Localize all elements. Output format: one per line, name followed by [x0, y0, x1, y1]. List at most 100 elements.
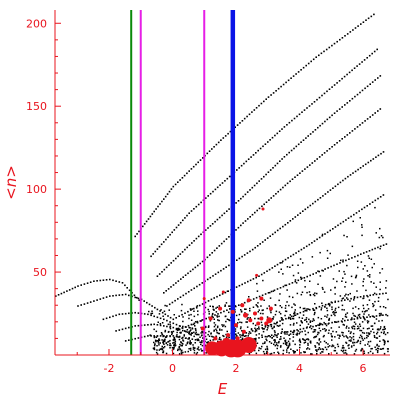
- data-point: [133, 294, 136, 297]
- data-point: [320, 307, 323, 309]
- data-point: [362, 339, 364, 341]
- data-point: [153, 344, 156, 347]
- data-point: [318, 342, 320, 345]
- data-point: [321, 351, 323, 353]
- data-point: [359, 91, 361, 94]
- data-point: [369, 274, 371, 276]
- data-point: [361, 331, 364, 334]
- data-point: [374, 309, 377, 311]
- data-point: [325, 324, 328, 327]
- data-point: [307, 308, 310, 310]
- data-point: [204, 301, 207, 304]
- data-point: [282, 349, 285, 352]
- data-point: [252, 298, 255, 300]
- data-point: [338, 140, 341, 142]
- data-point: [251, 248, 254, 251]
- data-point: [257, 318, 260, 320]
- data-point: [306, 107, 308, 109]
- data-point: [167, 315, 169, 317]
- data-point: [151, 310, 153, 312]
- data-point: [246, 326, 249, 328]
- data-point: [240, 311, 243, 313]
- data-point: [109, 316, 111, 319]
- data-point: [387, 350, 389, 353]
- data-point: [294, 216, 297, 218]
- data-point: [326, 257, 329, 259]
- data-point: [300, 276, 302, 279]
- data-point: [316, 349, 318, 351]
- data-point: [221, 329, 223, 331]
- data-point: [228, 336, 230, 339]
- data-point: [382, 236, 384, 239]
- data-point: [376, 331, 379, 334]
- data-point: [153, 335, 155, 337]
- data-point: [375, 315, 378, 317]
- data-point: [366, 304, 369, 306]
- data-point: [276, 322, 278, 324]
- data-point: [246, 321, 248, 323]
- data-point: [221, 182, 224, 184]
- data-point: [284, 310, 287, 312]
- data-point: [369, 340, 372, 343]
- data-point: [347, 319, 349, 321]
- data-point: [330, 301, 333, 303]
- data-point: [236, 259, 238, 261]
- data-point: [201, 340, 203, 342]
- data-point: [196, 307, 198, 309]
- data-point: [330, 314, 333, 317]
- data-point: [115, 314, 117, 317]
- data-point: [353, 296, 356, 298]
- data-point: [256, 342, 259, 344]
- data-point: [212, 312, 214, 315]
- data-point: [350, 275, 353, 278]
- data-point: [245, 321, 247, 323]
- data-point: [215, 311, 218, 313]
- data-point: [143, 313, 146, 315]
- data-point: [363, 332, 366, 334]
- data-point: [324, 306, 326, 308]
- data-point: [301, 170, 304, 172]
- data-point: [356, 65, 358, 67]
- data-point: [332, 311, 335, 313]
- data-point: [316, 333, 319, 336]
- data-point: [228, 208, 230, 210]
- data-point: [212, 275, 214, 277]
- data-point: [285, 331, 288, 333]
- data-point: [205, 352, 207, 354]
- data-point: [261, 309, 263, 312]
- data-point: [270, 311, 272, 314]
- data-point: [333, 144, 336, 146]
- data-point: [163, 318, 165, 321]
- data-point: [362, 315, 365, 318]
- data-point: [279, 262, 281, 264]
- data-point: [294, 279, 297, 281]
- data-point: [299, 338, 301, 341]
- data-point: [249, 216, 251, 218]
- data-point: [279, 160, 281, 162]
- data-point: [169, 323, 171, 326]
- data-point: [361, 89, 364, 92]
- data-point: [118, 294, 121, 296]
- data-point: [238, 313, 241, 316]
- data-point: [268, 199, 270, 201]
- data-point: [299, 344, 301, 346]
- data-point: [200, 343, 202, 346]
- data-point: [284, 307, 287, 309]
- data-point: [297, 71, 300, 73]
- data-point: [173, 229, 176, 231]
- data-point: [346, 297, 348, 299]
- data-point: [228, 236, 230, 238]
- data-point: [331, 146, 333, 148]
- data-point: [155, 208, 157, 210]
- data-point: [161, 334, 164, 336]
- data-point: [137, 297, 140, 300]
- data-point: [351, 317, 353, 319]
- data-point: [201, 341, 203, 344]
- data-point: [249, 332, 252, 334]
- data-point: [99, 279, 102, 282]
- data-point: [241, 330, 243, 332]
- data-point: [326, 90, 328, 93]
- data-point: [177, 329, 180, 331]
- data-point: [204, 345, 207, 347]
- data-point: [136, 233, 138, 235]
